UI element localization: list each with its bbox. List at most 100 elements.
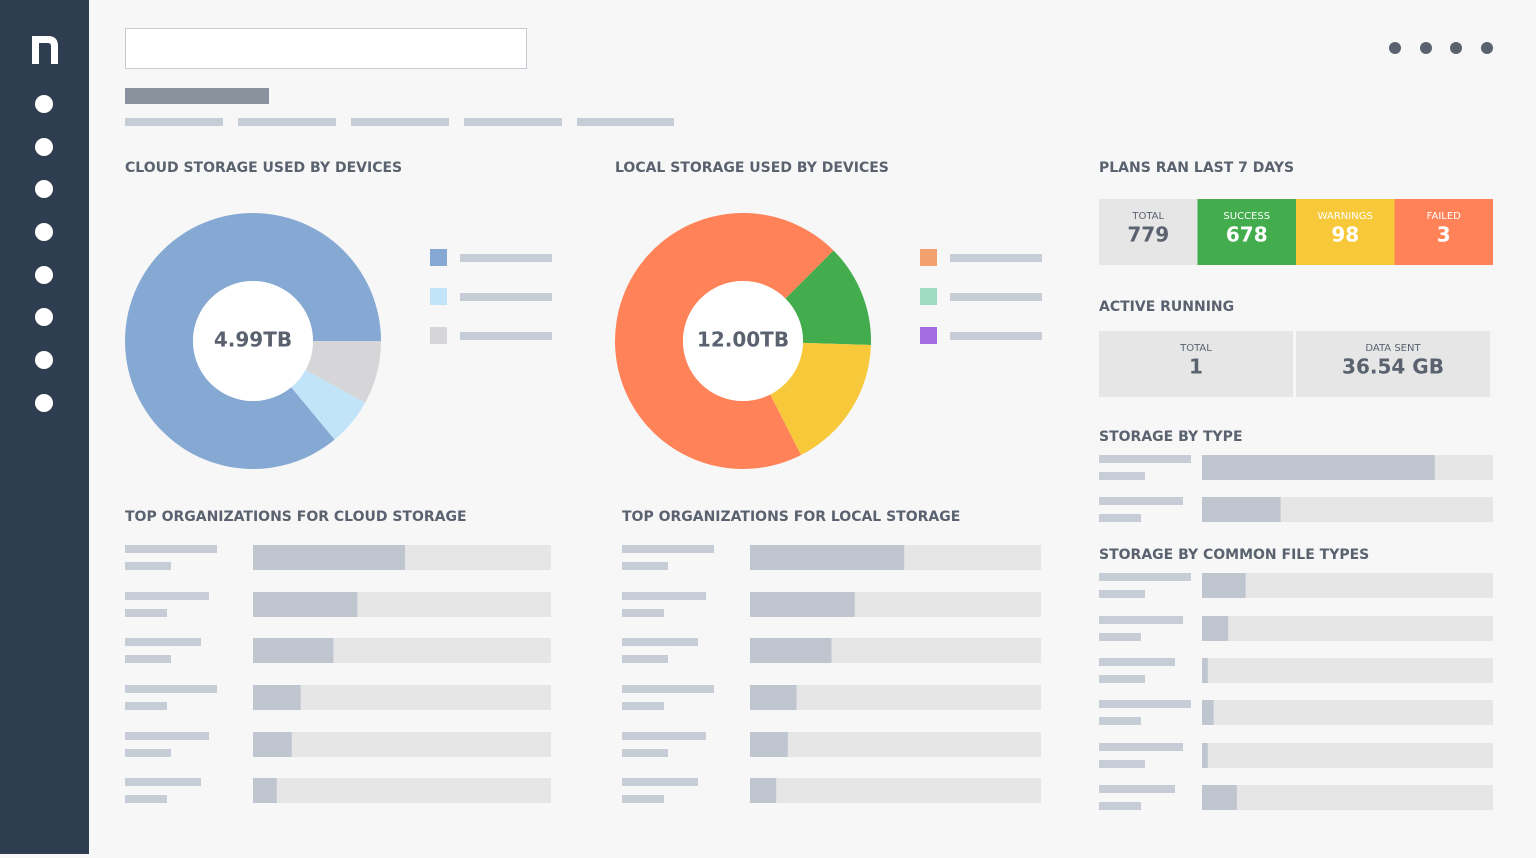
donut-slice bbox=[785, 250, 871, 346]
stat-label: SUCCESS bbox=[1223, 211, 1270, 222]
stat-label: WARNINGS bbox=[1318, 211, 1373, 222]
stat-label: TOTAL bbox=[1179, 343, 1212, 354]
nav-item[interactable] bbox=[35, 394, 53, 412]
label-placeholder bbox=[1099, 472, 1145, 480]
label-placeholder bbox=[622, 778, 698, 786]
label-placeholder bbox=[622, 638, 698, 646]
label-placeholder bbox=[1099, 760, 1145, 768]
label-placeholder bbox=[125, 592, 209, 600]
donut-slice bbox=[291, 369, 366, 440]
bar bbox=[253, 638, 334, 663]
tab[interactable] bbox=[125, 118, 223, 126]
tab[interactable] bbox=[464, 118, 562, 126]
donut-slice bbox=[125, 213, 381, 470]
bar bbox=[253, 592, 358, 617]
section-title: TOP ORGANIZATIONS FOR CLOUD STORAGE bbox=[125, 509, 467, 525]
nav-item[interactable] bbox=[35, 223, 53, 241]
page-heading-placeholder bbox=[125, 88, 269, 104]
sidebar bbox=[0, 0, 89, 854]
bar bbox=[750, 778, 777, 803]
label-placeholder bbox=[1099, 675, 1145, 683]
legend-label-placeholder bbox=[460, 332, 552, 340]
tab[interactable] bbox=[577, 118, 674, 126]
search-box[interactable] bbox=[125, 28, 527, 69]
label-placeholder bbox=[1099, 743, 1183, 751]
bar bbox=[1202, 785, 1237, 810]
legend-swatch bbox=[430, 288, 447, 305]
donut-slice bbox=[770, 342, 871, 456]
bar-track bbox=[1202, 658, 1493, 683]
label-placeholder bbox=[1099, 633, 1141, 641]
bar bbox=[750, 685, 797, 710]
tab[interactable] bbox=[238, 118, 336, 126]
label-placeholder bbox=[1099, 802, 1141, 810]
nav-item[interactable] bbox=[35, 180, 53, 198]
menu-dots[interactable] bbox=[1389, 42, 1493, 54]
legend-label-placeholder bbox=[460, 254, 552, 262]
label-placeholder bbox=[125, 685, 217, 693]
stat-box bbox=[1296, 331, 1490, 397]
stat-label: FAILED bbox=[1427, 211, 1462, 222]
legend-label-placeholder bbox=[460, 293, 552, 301]
bar bbox=[253, 685, 301, 710]
section-title: PLANS RAN LAST 7 DAYS bbox=[1099, 160, 1294, 176]
nav-item[interactable] bbox=[35, 351, 53, 369]
legend-swatch bbox=[920, 288, 937, 305]
label-placeholder bbox=[622, 685, 714, 693]
dot bbox=[1450, 42, 1462, 54]
label-placeholder bbox=[622, 702, 664, 710]
stat-value: 3 bbox=[1437, 223, 1451, 247]
stat-box bbox=[1394, 199, 1493, 265]
bar bbox=[750, 545, 905, 570]
dot bbox=[1420, 42, 1432, 54]
section-title: ACTIVE RUNNING bbox=[1099, 299, 1234, 315]
label-placeholder bbox=[622, 749, 668, 757]
nav-item[interactable] bbox=[35, 95, 53, 113]
nav-dots bbox=[35, 95, 53, 412]
donut-hole bbox=[683, 281, 803, 401]
section-title: TOP ORGANIZATIONS FOR LOCAL STORAGE bbox=[622, 509, 960, 525]
stat-value: 779 bbox=[1127, 223, 1169, 247]
label-placeholder bbox=[622, 795, 664, 803]
label-placeholder bbox=[125, 638, 201, 646]
legend-swatch bbox=[920, 249, 937, 266]
legend-label-placeholder bbox=[950, 254, 1042, 262]
label-placeholder bbox=[125, 732, 209, 740]
nav-item[interactable] bbox=[35, 138, 53, 156]
label-placeholder bbox=[125, 562, 171, 570]
nav-item[interactable] bbox=[35, 308, 53, 326]
bar bbox=[253, 732, 292, 757]
bar bbox=[750, 638, 832, 663]
label-placeholder bbox=[622, 592, 706, 600]
section-title: LOCAL STORAGE USED BY DEVICES bbox=[615, 160, 889, 176]
stat-label: DATA SENT bbox=[1365, 343, 1421, 354]
legend-swatch bbox=[430, 249, 447, 266]
legend-label-placeholder bbox=[950, 293, 1042, 301]
legend-label-placeholder bbox=[950, 332, 1042, 340]
section-title: STORAGE BY TYPE bbox=[1099, 429, 1243, 445]
donut-slice bbox=[305, 341, 381, 403]
label-placeholder bbox=[125, 655, 171, 663]
label-placeholder bbox=[125, 795, 167, 803]
bar bbox=[253, 545, 405, 570]
nav-item[interactable] bbox=[35, 266, 53, 284]
label-placeholder bbox=[622, 609, 664, 617]
bar bbox=[750, 732, 788, 757]
bar-track bbox=[750, 685, 1041, 710]
donut-center-label: 12.00TB bbox=[697, 328, 789, 352]
bar-track bbox=[750, 778, 1041, 803]
label-placeholder bbox=[1099, 717, 1141, 725]
bar bbox=[253, 778, 277, 803]
legend-swatch bbox=[430, 327, 447, 344]
stat-box bbox=[1099, 199, 1198, 265]
stat-box bbox=[1296, 199, 1395, 265]
label-placeholder bbox=[1099, 616, 1183, 624]
logo[interactable] bbox=[32, 36, 58, 64]
donut-center-label: 4.99TB bbox=[214, 328, 292, 352]
label-placeholder bbox=[125, 702, 167, 710]
stat-box bbox=[1197, 199, 1296, 265]
stat-value: 36.54 GB bbox=[1342, 355, 1444, 379]
label-placeholder bbox=[622, 732, 706, 740]
donut-hole bbox=[193, 281, 313, 401]
tab[interactable] bbox=[351, 118, 449, 126]
